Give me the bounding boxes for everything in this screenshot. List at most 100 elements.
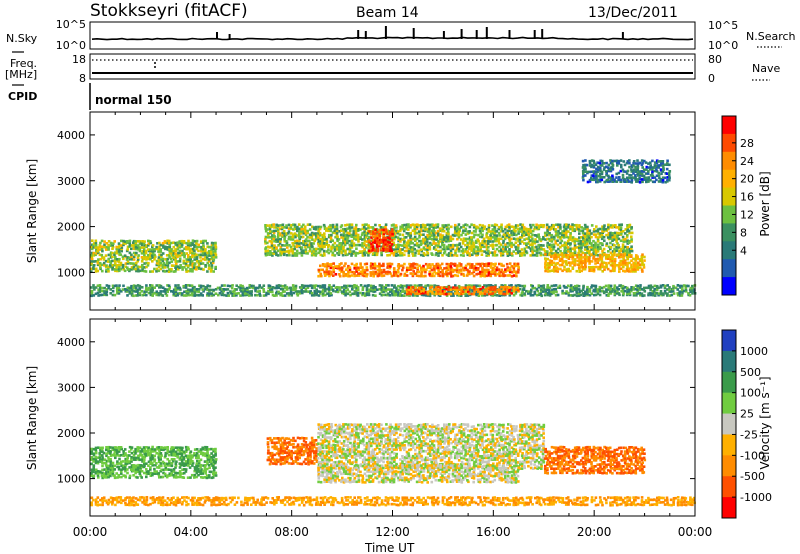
echo-cell — [519, 293, 522, 297]
echo-cell — [458, 288, 461, 292]
echo-cell — [165, 254, 169, 257]
echo-cell — [508, 244, 512, 247]
echo-cell — [533, 249, 536, 252]
echo-cell — [516, 271, 520, 274]
echo-cell — [406, 268, 409, 272]
echo-cell — [99, 241, 102, 245]
echo-cell — [689, 286, 693, 290]
echo-cell — [269, 290, 272, 294]
echo-cell — [130, 284, 133, 288]
echo-cell — [191, 288, 195, 292]
echo-cell — [431, 223, 434, 226]
echo-cell — [556, 232, 560, 235]
echo-cell — [90, 247, 94, 251]
echo-cell — [163, 266, 167, 269]
echo-cell — [636, 284, 639, 288]
echo-cell — [563, 223, 567, 227]
echo-cell — [271, 236, 274, 239]
echo-cell — [285, 241, 289, 245]
echo-cell — [340, 250, 343, 253]
echo-cell — [561, 231, 564, 235]
echo-cell — [380, 264, 384, 268]
echo-cell — [592, 230, 596, 233]
echo-cell — [392, 241, 396, 245]
echo-cell — [178, 244, 181, 247]
echo-cell — [374, 239, 377, 242]
echo-cell — [529, 223, 532, 227]
echo-cell — [533, 286, 537, 290]
echo-cell — [550, 225, 554, 229]
echo-cell — [322, 251, 326, 255]
echo-cell — [212, 242, 216, 245]
echo-cell — [422, 264, 425, 268]
echo-cell — [135, 503, 138, 506]
echo-cell — [494, 262, 497, 266]
echo-cell — [272, 252, 275, 255]
echo-cell — [485, 231, 489, 235]
echo-cell — [275, 251, 278, 255]
echo-cell — [369, 264, 373, 268]
echo-cell — [330, 245, 333, 249]
echo-cell — [586, 247, 589, 251]
echo-cell — [353, 284, 356, 287]
echo-cell — [609, 256, 612, 259]
echo-cell — [140, 252, 144, 255]
echo-cell — [117, 250, 121, 253]
echo-cell — [529, 294, 533, 297]
echo-cell — [636, 164, 640, 167]
echo-cell — [609, 161, 613, 165]
echo-cell — [159, 267, 162, 271]
echo-cell — [630, 265, 633, 269]
echo-cell — [331, 274, 335, 277]
echo-cell — [340, 243, 344, 247]
echo-cell — [413, 227, 416, 231]
echo-cell — [436, 288, 440, 292]
echo-cell — [397, 263, 400, 266]
echo-cell — [157, 269, 161, 273]
echo-cell — [508, 239, 512, 243]
echo-cell — [592, 239, 595, 243]
echo-cell — [267, 292, 270, 296]
echo-cell — [357, 274, 361, 277]
echo-cell — [160, 264, 163, 267]
echo-cell — [489, 244, 493, 247]
echo-cell — [347, 284, 350, 288]
echo-cell — [439, 249, 442, 253]
echo-cell — [275, 286, 278, 290]
echo-cell — [130, 268, 133, 271]
echo-cell — [609, 286, 612, 289]
echo-cell — [287, 227, 291, 230]
echo-cell — [567, 242, 570, 245]
echo-cell — [429, 223, 432, 227]
echo-cell — [222, 289, 225, 293]
echo-cell — [170, 249, 173, 253]
echo-cell — [592, 174, 595, 177]
echo-cell — [418, 292, 422, 295]
echo-cell — [595, 225, 598, 228]
echo-cell — [576, 259, 579, 263]
echo-cell — [550, 290, 553, 294]
echo-cell — [410, 263, 413, 266]
echo-cell — [510, 225, 514, 228]
echo-cell — [594, 241, 597, 245]
echo-cell — [399, 284, 403, 287]
echo-cell — [575, 269, 579, 273]
echo-cell — [155, 259, 159, 263]
echo-cell — [575, 226, 579, 229]
echo-cell — [546, 286, 549, 289]
echo-cell — [566, 246, 570, 249]
echo-cell — [630, 176, 633, 180]
echo-cell — [400, 251, 404, 255]
echo-cell — [517, 230, 520, 233]
echo-cell — [398, 251, 402, 255]
echo-cell — [434, 286, 438, 289]
echo-cell — [636, 286, 639, 289]
echo-cell — [531, 284, 534, 288]
echo-cell — [378, 268, 381, 272]
echo-cell — [414, 251, 417, 255]
echo-cell — [595, 229, 598, 233]
echo-cell — [539, 284, 543, 288]
echo-cell — [404, 226, 408, 229]
echo-cell — [622, 160, 626, 163]
echo-cell — [132, 294, 135, 298]
